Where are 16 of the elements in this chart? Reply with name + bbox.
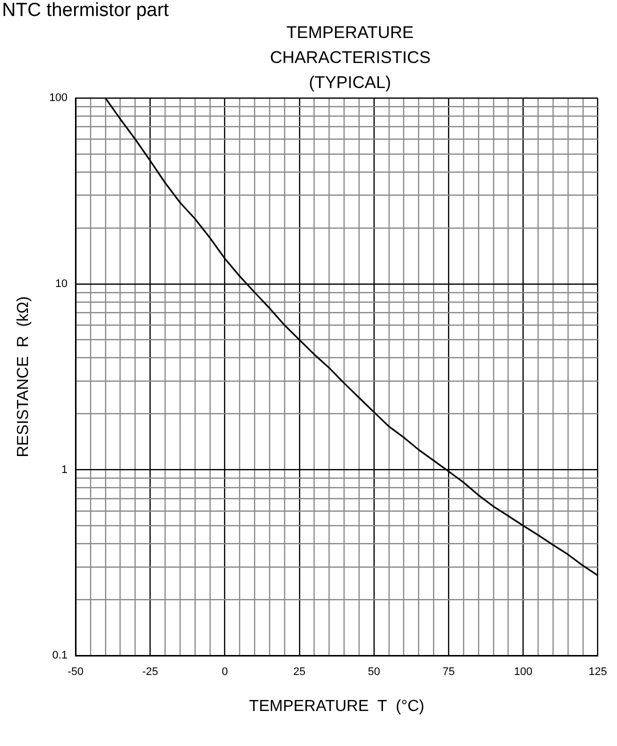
x-axis-title: TEMPERATURE T (°C)	[249, 698, 424, 715]
x-tick-label: 75	[442, 666, 455, 678]
y-tick-label: 10	[55, 278, 68, 290]
x-tick-label: 50	[368, 666, 380, 678]
x-tick-label: -25	[142, 666, 158, 678]
x-tick-label: -50	[68, 666, 84, 678]
x-tick-label: 0	[222, 666, 228, 678]
x-tick-label: 100	[514, 666, 532, 678]
y-axis-title: RESISTANCE R (kΩ)	[15, 296, 32, 458]
text: NTC thermistor part	[2, 0, 169, 22]
y-tick-label: 100	[49, 92, 68, 104]
x-tick-label: 125	[588, 666, 608, 678]
x-tick-label: 25	[293, 666, 306, 678]
chart-title: TEMPERATURE CHARACTERISTICS (TYPICAL)	[270, 22, 431, 94]
y-tick-label: 0.1	[52, 650, 68, 662]
y-tick-label: 1	[61, 464, 68, 476]
